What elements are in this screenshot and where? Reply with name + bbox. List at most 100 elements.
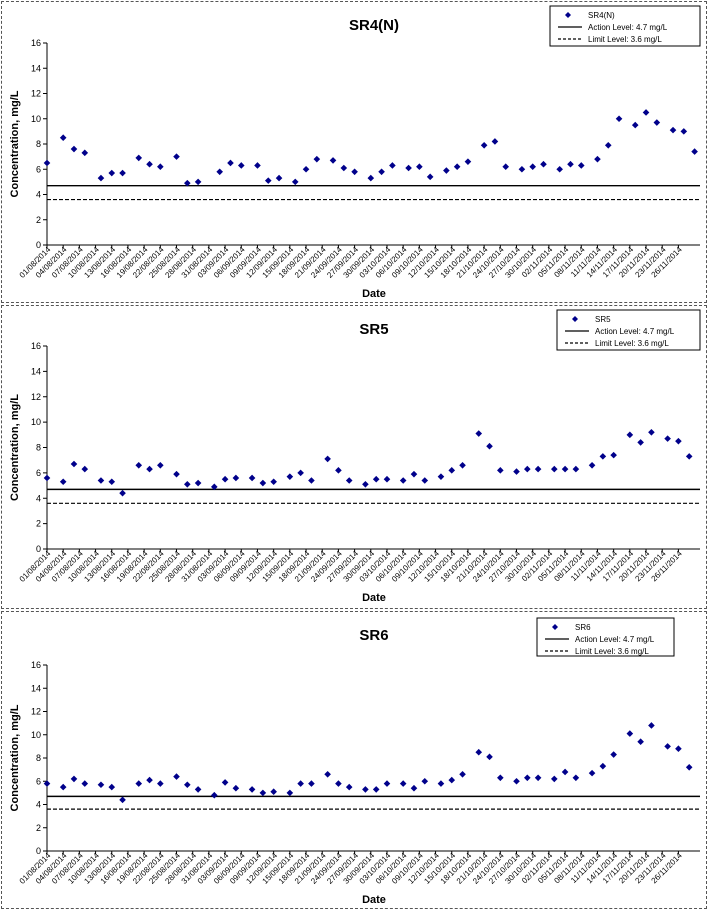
- data-point: [286, 789, 294, 797]
- data-point: [135, 780, 143, 787]
- y-tick-label: 6: [36, 468, 41, 478]
- data-point: [448, 467, 456, 474]
- data-point: [459, 461, 466, 469]
- x-axis-label: Date: [362, 288, 386, 300]
- x-axis-label: Date: [362, 592, 386, 604]
- legend-marker-icon: [552, 624, 558, 630]
- data-point: [345, 783, 353, 791]
- data-point: [453, 163, 461, 171]
- data-point: [524, 465, 531, 473]
- data-point: [237, 162, 245, 169]
- data-point: [572, 465, 580, 473]
- y-tick-label: 0: [36, 846, 41, 856]
- data-point: [383, 780, 391, 787]
- data-point: [383, 475, 391, 483]
- data-point: [540, 160, 547, 168]
- data-point: [664, 435, 671, 442]
- legend-limit-label: Limit Level: 3.6 mg/L: [575, 647, 649, 656]
- data-point: [70, 775, 78, 783]
- data-point: [524, 774, 531, 782]
- legend-box: [536, 617, 675, 657]
- legend-series-label: SR5: [595, 315, 611, 324]
- data-point: [308, 477, 315, 484]
- y-tick-label: 12: [31, 392, 41, 402]
- legend-marker-icon: [565, 12, 571, 18]
- data-point: [97, 781, 105, 789]
- data-point: [475, 430, 483, 437]
- x-axis-label: Date: [362, 894, 386, 906]
- data-point: [664, 743, 671, 750]
- data-point: [518, 165, 526, 173]
- data-point: [475, 748, 483, 756]
- legend: SR6 Action Level: 4.7 mg/L Limit Level: 3.…: [536, 617, 675, 657]
- data-point: [648, 722, 655, 729]
- y-tick-label: 10: [31, 114, 41, 124]
- data-point: [610, 451, 617, 459]
- y-axis-label: Concentration, mg/L: [9, 394, 21, 501]
- data-point: [259, 789, 267, 797]
- data-point: [184, 480, 191, 488]
- data-point: [297, 469, 304, 477]
- data-point: [81, 465, 89, 473]
- data-point: [637, 738, 644, 746]
- data-point: [157, 461, 164, 469]
- data-point: [567, 160, 574, 168]
- data-point: [335, 467, 342, 474]
- data-point: [561, 768, 569, 776]
- y-tick-label: 0: [36, 240, 41, 250]
- data-point: [157, 780, 164, 787]
- data-point: [329, 157, 337, 164]
- y-tick-label: 16: [31, 660, 41, 670]
- data-point: [264, 177, 272, 184]
- data-point: [345, 477, 353, 484]
- data-point: [556, 165, 563, 173]
- chart-panel-sr4n: SR4(N) 0 2 4 6 8 10 12 14 16 Concentration, mg/L 01…: [1, 1, 707, 303]
- y-tick-label: 4: [36, 493, 41, 503]
- data-point: [637, 439, 644, 446]
- data-point: [308, 780, 315, 787]
- legend-action-label: Action Level: 4.7 mg/L: [575, 635, 655, 644]
- data-point: [194, 479, 202, 487]
- data-point: [210, 483, 218, 491]
- data-point: [680, 128, 688, 135]
- data-point: [389, 162, 396, 169]
- data-point: [362, 480, 369, 488]
- data-point: [631, 121, 639, 129]
- data-point: [572, 774, 580, 782]
- data-point: [146, 160, 153, 168]
- data-point: [81, 149, 89, 157]
- data-point: [691, 148, 698, 155]
- data-point: [108, 169, 116, 177]
- y-tick-label: 16: [31, 38, 41, 48]
- data-point: [232, 474, 240, 482]
- data-point: [259, 479, 267, 487]
- y-tick-label: 12: [31, 89, 41, 99]
- data-point: [497, 774, 504, 782]
- legend-action-label: Action Level: 4.7 mg/L: [595, 327, 675, 336]
- data-point: [43, 159, 51, 167]
- y-axis-label: Concentration, mg/L: [9, 90, 21, 197]
- data-point: [604, 141, 612, 149]
- data-point: [135, 461, 143, 469]
- data-point: [173, 773, 180, 780]
- data-point: [426, 173, 434, 181]
- legend-limit-label: Limit Level: 3.6 mg/L: [588, 35, 662, 44]
- data-point: [70, 145, 78, 153]
- data-point: [675, 437, 682, 445]
- data-point: [135, 154, 143, 162]
- data-point: [286, 473, 294, 480]
- legend-limit-label: Limit Level: 3.6 mg/L: [595, 339, 669, 348]
- y-tick-label: 2: [36, 823, 41, 833]
- data-point: [108, 783, 116, 791]
- data-point: [577, 162, 585, 169]
- legend-series-label: SR6: [575, 623, 591, 632]
- data-point: [410, 470, 418, 478]
- data-point: [221, 475, 229, 483]
- data-point: [340, 164, 348, 172]
- data-point: [534, 465, 542, 473]
- data-point: [248, 786, 256, 793]
- y-axis-label: Concentration, mg/L: [9, 704, 21, 811]
- data-point: [437, 780, 445, 787]
